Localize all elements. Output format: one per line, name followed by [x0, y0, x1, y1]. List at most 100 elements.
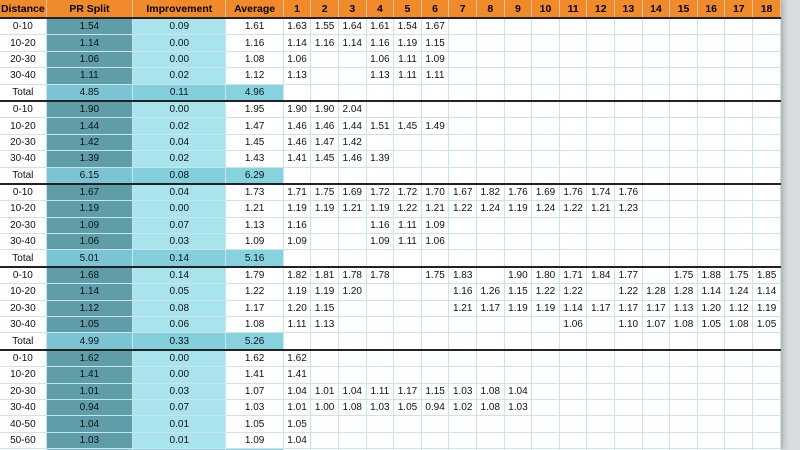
- split-cell[interactable]: [642, 134, 671, 152]
- split-cell[interactable]: [724, 332, 754, 351]
- split-cell[interactable]: [366, 349, 395, 368]
- split-cell[interactable]: [310, 233, 339, 251]
- pr-split-cell[interactable]: 1.62: [46, 349, 134, 368]
- split-cell[interactable]: [752, 432, 781, 450]
- pr-split-cell[interactable]: 1.68: [46, 266, 134, 285]
- split-cell[interactable]: [504, 150, 533, 168]
- split-cell[interactable]: [393, 283, 422, 301]
- split-cell[interactable]: [697, 51, 726, 69]
- split-cell[interactable]: [586, 366, 616, 384]
- split-cell[interactable]: [476, 415, 505, 433]
- split-cell[interactable]: 1.20: [338, 283, 367, 301]
- split-cell[interactable]: [531, 217, 560, 235]
- split-cell[interactable]: [559, 100, 588, 119]
- split-cell[interactable]: [504, 100, 533, 119]
- distance-cell[interactable]: 30-40: [0, 399, 47, 417]
- split-cell[interactable]: [504, 249, 533, 268]
- split-cell[interactable]: 1.06: [366, 51, 395, 69]
- split-cell[interactable]: [448, 366, 477, 384]
- split-cell[interactable]: [559, 349, 588, 368]
- split-cell[interactable]: [504, 117, 533, 135]
- average-cell[interactable]: 1.43: [225, 150, 284, 168]
- split-cell[interactable]: [559, 233, 588, 251]
- improvement-cell[interactable]: 0.00: [132, 366, 227, 384]
- split-cell[interactable]: [642, 117, 671, 135]
- split-cell[interactable]: 1.22: [559, 200, 588, 218]
- split-cell[interactable]: [642, 332, 671, 351]
- split-cell[interactable]: 1.16: [448, 283, 477, 301]
- split-cell[interactable]: [752, 100, 781, 119]
- split-cell[interactable]: [504, 415, 533, 433]
- improvement-cell[interactable]: 0.02: [132, 150, 227, 168]
- improvement-cell[interactable]: 0.04: [132, 183, 227, 202]
- split-cell[interactable]: 1.22: [559, 283, 588, 301]
- split-cell[interactable]: 1.76: [504, 183, 533, 202]
- split-cell[interactable]: [614, 366, 643, 384]
- split-cell[interactable]: [366, 134, 395, 152]
- total-improvement[interactable]: 0.08: [132, 167, 227, 185]
- pr-split-cell[interactable]: 1.06: [46, 233, 134, 251]
- average-cell[interactable]: 1.07: [225, 383, 284, 400]
- split-cell[interactable]: [669, 448, 698, 450]
- split-cell[interactable]: 1.62: [283, 349, 312, 368]
- column-header-split-3[interactable]: 3: [338, 0, 367, 19]
- distance-cell[interactable]: 0-10: [0, 266, 47, 285]
- improvement-cell[interactable]: 0.01: [132, 432, 227, 450]
- split-cell[interactable]: 1.06: [421, 233, 450, 251]
- split-cell[interactable]: [531, 415, 560, 433]
- split-cell[interactable]: 1.08: [669, 316, 698, 334]
- split-cell[interactable]: [586, 283, 616, 301]
- split-cell[interactable]: [614, 134, 643, 152]
- column-header-split-18[interactable]: 18: [752, 0, 781, 19]
- split-cell[interactable]: [476, 448, 505, 450]
- split-cell[interactable]: [421, 415, 450, 433]
- split-cell[interactable]: 1.21: [421, 200, 450, 218]
- split-cell[interactable]: [476, 84, 505, 102]
- split-cell[interactable]: [421, 249, 450, 268]
- split-cell[interactable]: [724, 167, 754, 185]
- split-cell[interactable]: [752, 366, 781, 384]
- split-cell[interactable]: 1.46: [283, 117, 312, 135]
- split-cell[interactable]: [642, 217, 671, 235]
- split-cell[interactable]: [448, 18, 477, 36]
- split-cell[interactable]: [559, 399, 588, 417]
- split-cell[interactable]: [559, 150, 588, 168]
- split-cell[interactable]: [283, 332, 312, 351]
- split-cell[interactable]: [752, 18, 781, 36]
- split-cell[interactable]: [531, 332, 560, 351]
- split-cell[interactable]: 1.41: [283, 366, 312, 384]
- split-cell[interactable]: 1.05: [752, 316, 781, 334]
- distance-cell[interactable]: 10-20: [0, 34, 47, 52]
- improvement-cell[interactable]: 0.06: [132, 316, 227, 334]
- improvement-cell[interactable]: 0.07: [132, 399, 227, 417]
- column-header-average[interactable]: Average: [225, 0, 284, 19]
- split-cell[interactable]: [559, 51, 588, 69]
- split-cell[interactable]: [642, 266, 671, 285]
- split-cell[interactable]: [752, 134, 781, 152]
- average-cell[interactable]: 1.08: [225, 51, 284, 69]
- split-cell[interactable]: [724, 84, 754, 102]
- split-cell[interactable]: [642, 183, 671, 202]
- split-cell[interactable]: 2.04: [338, 100, 367, 119]
- split-cell[interactable]: [586, 316, 616, 334]
- split-cell[interactable]: 1.08: [338, 399, 367, 417]
- split-cell[interactable]: [393, 249, 422, 268]
- split-cell[interactable]: [724, 200, 754, 218]
- average-cell[interactable]: 1.95: [225, 100, 284, 119]
- split-cell[interactable]: 1.24: [531, 200, 560, 218]
- split-cell[interactable]: [448, 448, 477, 450]
- split-cell[interactable]: 1.45: [393, 117, 422, 135]
- split-cell[interactable]: [559, 67, 588, 85]
- split-cell[interactable]: 1.51: [366, 117, 395, 135]
- split-cell[interactable]: [724, 366, 754, 384]
- split-cell[interactable]: [338, 316, 367, 334]
- split-cell[interactable]: 1.76: [614, 183, 643, 202]
- split-cell[interactable]: [366, 84, 395, 102]
- split-cell[interactable]: [504, 84, 533, 102]
- split-cell[interactable]: [366, 100, 395, 119]
- split-cell[interactable]: [724, 34, 754, 52]
- split-cell[interactable]: [338, 51, 367, 69]
- split-cell[interactable]: [669, 383, 698, 400]
- split-cell[interactable]: [697, 18, 726, 36]
- split-cell[interactable]: [724, 183, 754, 202]
